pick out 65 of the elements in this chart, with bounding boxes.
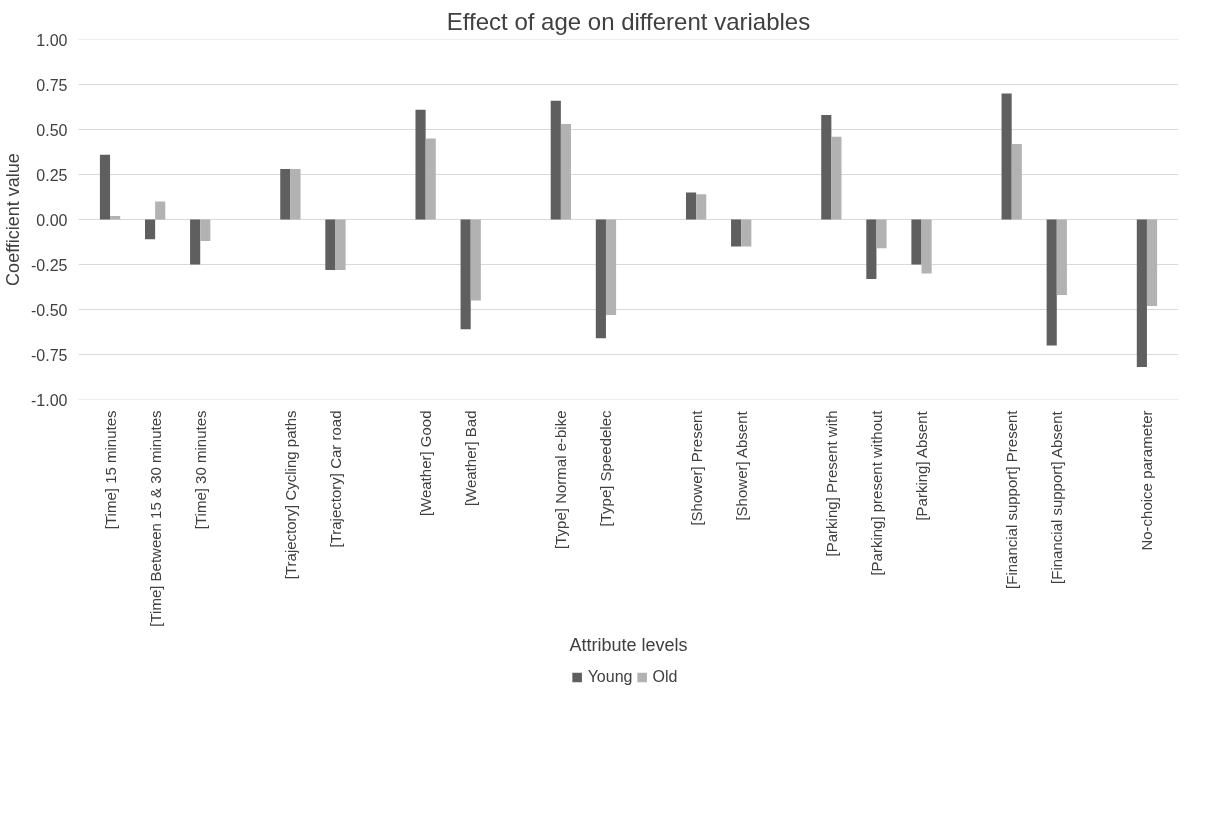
x-tick-label: [Trajectory] Cycling paths <box>281 410 299 580</box>
x-tick-label: [Type] Normal e-bike <box>552 410 570 549</box>
x-tick-label: [Parking] Absent <box>913 410 931 521</box>
x-tick-label: [Shower] Absent <box>732 410 750 521</box>
y-axis-title: Coefficient value <box>3 153 24 286</box>
y-tick-label: 0.75 <box>36 76 68 94</box>
x-tick-label: [Time] Between 15 & 30 minutes <box>146 410 164 627</box>
x-tick-label: [Time] 30 minutes <box>191 410 209 530</box>
y-tick-label: 0.50 <box>36 121 68 139</box>
bar <box>190 219 201 265</box>
bar <box>911 219 922 265</box>
bar <box>335 219 346 270</box>
bar <box>921 219 932 274</box>
bar <box>425 138 436 220</box>
bar <box>1146 219 1158 306</box>
chart-title: Effect of age on different variables <box>446 7 811 35</box>
bar <box>415 109 426 220</box>
x-tick-label: [Time] 15 minutes <box>101 410 119 530</box>
x-tick-label: [Financial support] Present <box>1003 409 1021 589</box>
bar <box>470 219 481 301</box>
bar <box>1001 93 1012 220</box>
bar <box>145 219 156 240</box>
bar <box>550 100 561 220</box>
bar <box>605 219 617 315</box>
bar <box>595 219 606 339</box>
legend-label: Old <box>652 668 678 686</box>
x-tick-label: [Weather] Bad <box>462 410 480 507</box>
x-tick-label: No-choice parameter <box>1138 410 1156 551</box>
x-tick-label: [Parking] Present with <box>822 410 840 557</box>
bar <box>876 219 887 249</box>
x-tick-label: [Financial support] Absent <box>1048 410 1066 584</box>
bar <box>685 192 697 220</box>
legend-label: Young <box>587 668 633 686</box>
bar <box>866 219 877 279</box>
x-tick-label: [Trajectory] Car road <box>326 410 344 548</box>
bar <box>110 215 121 220</box>
bar <box>1136 219 1147 368</box>
x-tick-label: [Shower] Present <box>687 409 705 526</box>
bar <box>1056 219 1067 296</box>
y-tick-label: -1.00 <box>31 391 68 409</box>
x-tick-label: [Parking] present without <box>867 409 885 576</box>
bar <box>731 219 742 247</box>
x-axis-title: Attribute levels <box>569 634 688 655</box>
y-tick-label: 0.00 <box>36 211 68 229</box>
y-tick-label: -0.25 <box>31 256 68 274</box>
y-tick-label: -0.50 <box>31 301 68 319</box>
bar <box>99 154 111 220</box>
x-tick-label: [Type] Speedelec <box>597 410 615 527</box>
bar <box>1011 143 1022 220</box>
bar <box>696 194 707 220</box>
bar <box>1046 219 1057 346</box>
bar <box>560 124 572 220</box>
y-tick-label: 0.25 <box>36 166 68 184</box>
bar <box>200 219 211 242</box>
y-tick-label: 1.00 <box>36 31 68 49</box>
bar <box>325 219 336 270</box>
y-tick-label: -0.75 <box>31 346 68 364</box>
bar <box>831 136 842 220</box>
x-tick-label: [Weather] Good <box>417 410 435 517</box>
bar <box>460 219 471 330</box>
bar <box>280 169 291 220</box>
bar <box>290 169 301 220</box>
bar <box>821 115 832 220</box>
bar <box>155 201 166 220</box>
bar <box>741 219 752 247</box>
